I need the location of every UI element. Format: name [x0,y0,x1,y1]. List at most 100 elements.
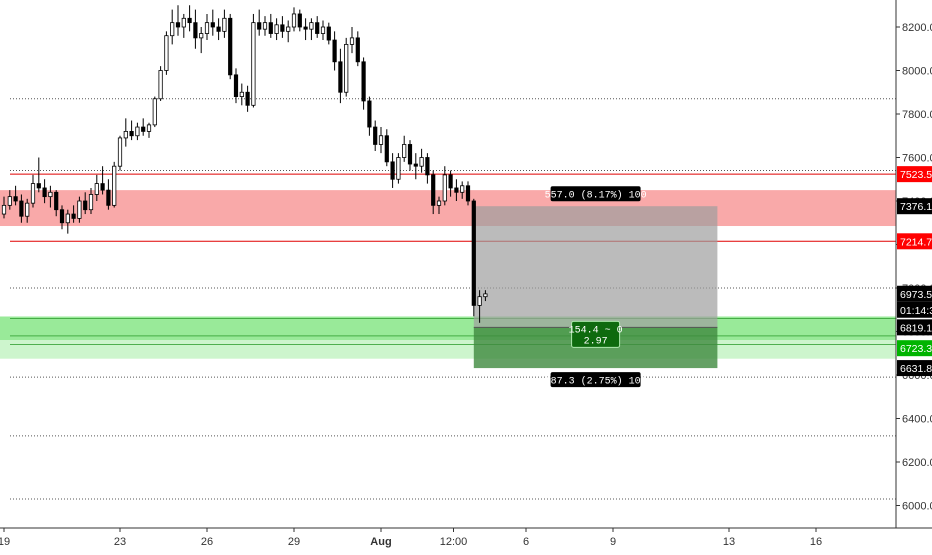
candle-body [390,161,395,180]
candle-body [181,17,186,28]
candle-body [59,209,65,224]
candle-body [164,35,169,71]
y-tick-label: 6400.0 [902,414,932,426]
candle-body [129,130,134,137]
candle-body [13,196,18,202]
x-tick-label: 13 [723,536,735,548]
price-label-bg [897,198,932,215]
candle-body [88,194,94,211]
price-label-bg [897,166,932,183]
price-label: 6973.5 [900,289,932,301]
x-tick-label: 23 [114,536,126,548]
candle-body [413,163,418,167]
candle-body [460,185,465,193]
candle-body [471,200,476,306]
price-label: 6819.1 [900,322,932,334]
candle-body [30,183,36,204]
candle-body [228,17,233,76]
position-risk-box [473,206,718,328]
price-label: 6723.3 [900,343,932,355]
candle-body [309,22,314,30]
candle-body [146,124,152,132]
resistance-zone [0,190,896,227]
candle-body [344,44,349,93]
position-reward-label: 187.3 (2.75%) 100 [545,376,647,388]
candle-body [402,144,407,158]
position-tool[interactable]: 557.0 (8.17%) 100 154.4 ~ 02.97 187.3 (2.7… [473,186,718,388]
candle-body [100,183,105,191]
candle-body [36,183,41,189]
candle-body [216,26,221,32]
candle-body [320,26,326,34]
x-tick-label: 16 [810,536,822,548]
x-tick-label: 6 [523,536,529,548]
candle-body [378,135,384,145]
candles-layer [1,5,488,323]
candle-body [251,22,256,106]
candle-body [77,200,82,219]
candle-body [384,135,389,163]
candle-body [222,17,227,32]
y-tick-label: 8000.0 [902,66,932,78]
candle-body [297,13,302,28]
candle-body [257,22,262,30]
price-label: 7376.1 [900,201,932,213]
candle-body [175,22,181,28]
candle-body [425,157,430,176]
candle-body [291,13,297,28]
candle-body [477,296,482,306]
price-label: 7214.7 [900,236,932,248]
candle-body [204,22,210,34]
price-label-bg [897,319,932,336]
y-tick-label: 7800.0 [902,109,932,121]
candle-body [152,98,157,126]
candle-body [355,37,360,63]
levels-layer [10,98,896,500]
y-tick-label: 7600.0 [902,153,932,165]
candle-body [454,187,459,193]
candle-body [117,137,123,167]
x-tick-label: 9 [610,536,616,548]
candle-body [303,26,308,30]
candle-body [367,100,372,128]
candle-body [199,33,204,39]
price-label-bg [897,340,932,357]
candle-body [274,24,279,34]
support-zone-lower [0,340,896,359]
candle-body [123,130,128,139]
candle-body [65,213,70,224]
candle-body [448,174,453,189]
x-tick-label: 26 [201,536,213,548]
candle-body [19,200,24,217]
candle-body [338,61,343,93]
candle-body [193,22,198,39]
y-tick-label: 6000.0 [902,501,932,513]
candle-body [465,185,471,202]
candle-body [1,204,7,215]
candle-body [326,26,331,41]
candle-body [42,187,47,198]
y-tick-label: 6200.0 [902,457,932,469]
candle-body [436,200,442,206]
position-risk-label: 557.0 (8.17%) 100 [545,190,647,202]
candle-body [135,126,140,137]
candle-body [407,144,413,165]
candle-body [187,17,192,24]
candle-body [262,22,268,30]
support-zone [0,316,896,341]
candle-body [112,165,117,206]
price-label-bg [897,285,932,302]
candle-body [54,191,59,211]
candle-body [245,91,250,106]
candle-body [48,191,53,198]
candle-body [431,174,436,206]
price-label-bg [897,360,932,377]
candle-body [25,202,30,217]
candle-body [396,157,401,180]
candle-body [106,189,111,206]
candle-body [268,22,273,34]
candle-body [210,22,215,28]
candle-body [315,22,320,34]
